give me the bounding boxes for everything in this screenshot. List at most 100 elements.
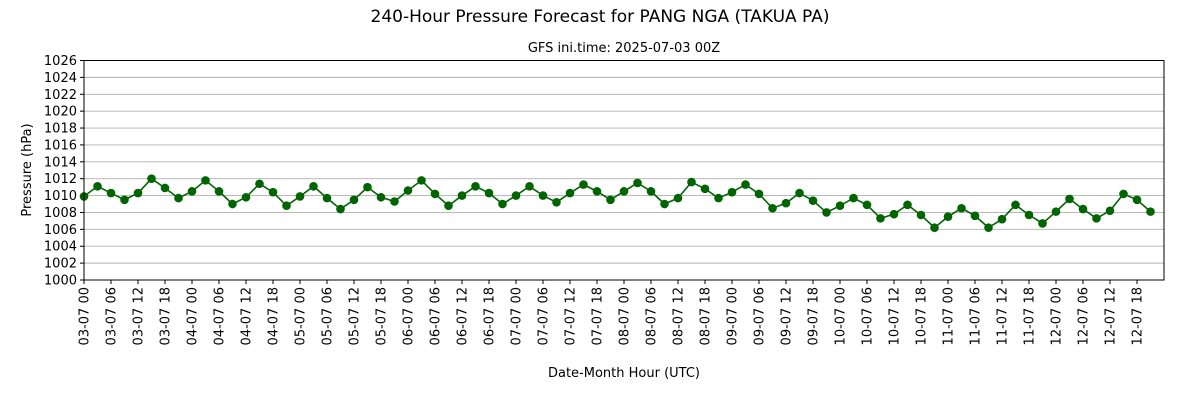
data-point: [957, 203, 966, 213]
x-tick-label: 11-07 12: [996, 287, 1011, 345]
y-tick-label: 1006: [44, 223, 77, 238]
data-point: [849, 193, 858, 203]
x-tick-label: 09-07 00: [726, 287, 741, 345]
data-point: [390, 197, 399, 206]
data-point: [660, 199, 669, 209]
data-point: [174, 193, 183, 203]
data-point: [741, 180, 750, 189]
x-tick-label: 08-07 06: [645, 287, 660, 345]
y-tick-label: 1000: [44, 274, 77, 289]
data-point: [1105, 206, 1115, 216]
data-point: [822, 208, 831, 217]
data-point: [417, 176, 426, 185]
y-tick-label: 1018: [44, 122, 77, 137]
data-point: [525, 181, 534, 191]
data-point: [930, 223, 939, 232]
data-point: [768, 203, 777, 213]
x-tick-label: 03-07 06: [105, 287, 120, 345]
data-point: [1078, 204, 1088, 214]
y-tick-label: 1014: [44, 155, 77, 170]
plot-frame: [83, 60, 1165, 281]
data-point: [349, 195, 359, 205]
x-tick-label: 03-07 18: [159, 287, 174, 345]
data-point: [592, 187, 602, 196]
x-tick-label: 09-07 12: [780, 287, 795, 345]
y-tick-label: 1010: [44, 189, 77, 204]
y-axis-ticks: 1000 1002 1004 1006 1008 1010 1012 1014 10161018…: [44, 54, 84, 289]
data-point: [889, 209, 899, 219]
data-point: [795, 188, 804, 198]
data-point: [309, 181, 318, 191]
x-axis-label: Date-Month Hour (UTC): [548, 366, 700, 381]
y-tick-label: 1008: [44, 206, 77, 221]
data-point: [255, 179, 264, 189]
data-point: [1119, 189, 1128, 199]
data-point: [147, 174, 156, 183]
data-point: [916, 210, 926, 220]
data-point: [498, 199, 507, 209]
data-point: [903, 200, 912, 210]
data-point: [1024, 210, 1034, 220]
data-point: [457, 191, 467, 200]
data-point: [106, 188, 116, 198]
data-point: [471, 181, 480, 191]
data-point: [1011, 200, 1020, 210]
data-point: [1092, 214, 1101, 223]
y-tick-label: 1016: [44, 138, 77, 153]
data-point: [943, 212, 953, 221]
y-tick-label: 1024: [44, 71, 77, 86]
x-tick-label: 11-07 06: [969, 287, 984, 345]
data-point: [484, 188, 494, 198]
data-point: [241, 192, 251, 202]
x-tick-label: 10-07 18: [915, 287, 930, 345]
x-tick-label: 05-07 12: [348, 287, 363, 345]
data-point: [646, 187, 656, 196]
x-tick-label: 07-07 06: [537, 287, 552, 345]
data-point: [282, 201, 291, 211]
data-point: [876, 214, 885, 223]
data-point: [984, 223, 993, 232]
x-tick-label: 12-07 18: [1131, 287, 1146, 345]
x-tick-label: 06-07 18: [483, 287, 498, 345]
data-point: [781, 198, 791, 208]
data-point: [727, 187, 737, 197]
data-point: [808, 196, 818, 205]
y-tick-label: 1020: [44, 105, 77, 120]
data-point: [214, 187, 224, 196]
data-point: [1065, 194, 1074, 204]
data-point: [673, 193, 683, 203]
x-tick-label: 07-07 18: [591, 287, 606, 345]
y-tick-label: 1026: [44, 54, 77, 69]
x-tick-label: 11-07 18: [1023, 287, 1038, 345]
data-point: [363, 182, 372, 192]
x-tick-label: 10-07 00: [834, 287, 849, 345]
data-point: [633, 178, 642, 188]
x-axis-ticks: 03-07 00 03-07 06 03-07 12 03-07 18 04-07 00…: [78, 280, 1146, 345]
x-tick-label: 09-07 06: [753, 287, 768, 345]
x-tick-label: 04-07 00: [186, 287, 201, 345]
x-tick-label: 12-07 12: [1104, 287, 1119, 345]
x-tick-label: 06-07 00: [402, 287, 417, 345]
y-tick-label: 1002: [44, 257, 77, 272]
y-tick-label: 1012: [44, 172, 77, 187]
data-point: [228, 199, 237, 209]
data-point: [687, 177, 696, 187]
x-tick-label: 07-07 12: [564, 287, 579, 345]
x-tick-label: 06-07 06: [429, 287, 444, 345]
data-point: [579, 180, 588, 189]
data-point: [376, 192, 386, 202]
x-tick-label: 12-07 00: [1050, 287, 1065, 345]
data-point: [187, 187, 197, 196]
data-point: [322, 193, 332, 203]
data-point: [201, 176, 210, 185]
x-tick-label: 06-07 12: [456, 287, 471, 345]
x-tick-label: 03-07 00: [78, 287, 93, 345]
data-point: [1051, 207, 1061, 216]
data-points: [79, 174, 1155, 232]
chart-subtitle: GFS ini.time: 2025-07-03 00Z: [528, 41, 720, 56]
x-tick-label: 10-07 12: [888, 287, 903, 345]
data-point: [619, 187, 629, 196]
data-point: [552, 198, 561, 207]
data-point: [430, 189, 440, 199]
